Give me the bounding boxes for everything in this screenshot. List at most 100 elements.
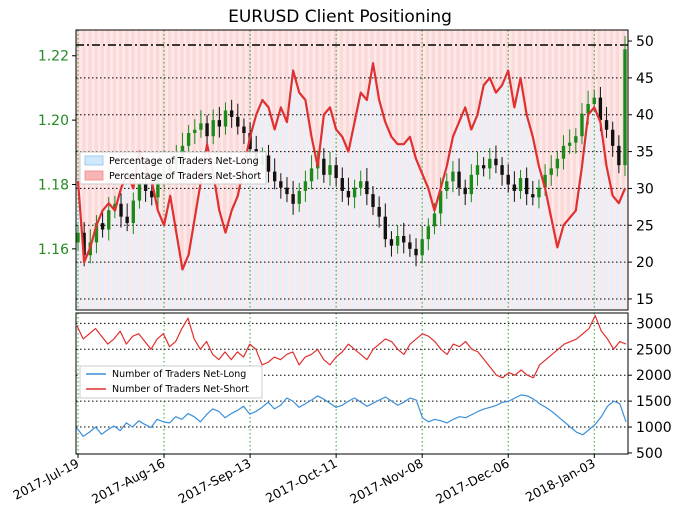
- candle-body: [445, 181, 449, 191]
- candle-body: [531, 194, 535, 198]
- count-tick-label: 1500: [636, 394, 672, 410]
- long-stripe: [615, 203, 620, 310]
- price-panel: 1.16 1.18 1.20 1.22 15 20 25 30 35 40 45 50 Percen…: [38, 29, 654, 311]
- short-stripe: [309, 30, 313, 137]
- long-stripe: [241, 166, 245, 310]
- short-stripe: [597, 30, 601, 123]
- legend-box: [79, 151, 267, 185]
- long-stripe: [523, 114, 528, 311]
- long-stripe: [174, 232, 178, 310]
- short-stripe: [352, 30, 356, 123]
- candle-body: [150, 190, 154, 198]
- candle-body: [494, 158, 498, 166]
- pct-tick-label: 30: [636, 181, 654, 197]
- count-legend-label-short: Number of Traders Net-Short: [112, 384, 249, 395]
- long-stripe: [266, 107, 270, 311]
- net-short-pct-line: [76, 62, 627, 271]
- long-stripe: [125, 173, 129, 310]
- short-stripe: [364, 30, 368, 100]
- price-panel-frame: [75, 29, 629, 311]
- candle-body: [604, 120, 609, 130]
- candle-body: [205, 123, 209, 137]
- short-stripe: [591, 30, 595, 108]
- candle-body: [359, 181, 363, 188]
- short-stripe: [112, 30, 117, 211]
- short-stripe: [572, 30, 577, 211]
- short-stripe: [493, 30, 497, 93]
- long-stripe: [309, 136, 313, 310]
- long-stripe: [560, 225, 564, 310]
- date-tick-label: 2017-Oct-11: [263, 455, 340, 505]
- long-stripe: [345, 151, 350, 310]
- long-stripe: [536, 166, 540, 310]
- short-stripe: [260, 30, 264, 100]
- long-stripe: [517, 77, 521, 310]
- short-stripe: [462, 30, 466, 108]
- long-stripe: [468, 129, 472, 310]
- long-stripe: [290, 70, 295, 310]
- long-stripe: [143, 166, 147, 310]
- short-stripe: [431, 30, 436, 211]
- candle-body: [592, 97, 596, 105]
- candle-body: [229, 110, 234, 117]
- short-stripe: [529, 30, 534, 137]
- short-stripe: [401, 30, 405, 145]
- long-stripe: [192, 217, 196, 310]
- long-stripe: [456, 122, 460, 310]
- long-stripe: [131, 188, 135, 310]
- candle-body: [156, 178, 160, 198]
- candle-body: [555, 158, 560, 169]
- candle-body: [475, 165, 480, 175]
- long-stripe: [82, 262, 86, 310]
- long-stripe: [585, 114, 589, 311]
- candle-body: [451, 171, 455, 182]
- long-stripe: [272, 129, 276, 310]
- count-tick-label: 2000: [636, 368, 672, 384]
- long-stripe: [364, 100, 368, 310]
- long-stripe: [217, 210, 221, 310]
- long-stripe: [223, 232, 227, 310]
- short-stripe: [125, 30, 129, 174]
- candle-body: [137, 184, 142, 201]
- short-stripe: [118, 30, 123, 189]
- candle-body: [395, 235, 400, 246]
- pct-tick-label: 15: [636, 292, 654, 308]
- long-stripe: [425, 188, 429, 310]
- candle-body: [125, 216, 129, 224]
- pct-tick-label: 20: [636, 255, 654, 271]
- long-stripe: [198, 181, 203, 310]
- short-stripe: [290, 30, 295, 71]
- long-stripe: [401, 144, 405, 310]
- long-stripe: [88, 247, 92, 310]
- short-stripe: [302, 30, 307, 100]
- short-stripe: [296, 30, 301, 93]
- long-stripe: [474, 114, 479, 311]
- short-stripe: [229, 30, 233, 211]
- short-stripe: [394, 30, 399, 145]
- candle-body: [512, 184, 517, 191]
- candle-body: [481, 165, 486, 169]
- chart-title: EURUSD Client Positioning: [228, 7, 452, 27]
- candle-body: [334, 165, 338, 179]
- short-stripe: [198, 30, 203, 182]
- short-stripe: [339, 30, 344, 137]
- date-tick-label: 2017-Aug-16: [89, 455, 167, 506]
- short-stripe: [486, 30, 491, 78]
- short-stripe: [413, 30, 417, 159]
- short-stripe: [585, 30, 589, 115]
- candle-body: [193, 129, 197, 133]
- price-tick-label: 1.22: [38, 49, 69, 65]
- long-stripe: [100, 210, 104, 310]
- long-stripe: [376, 100, 380, 310]
- short-stripe: [407, 30, 411, 137]
- short-stripe: [370, 30, 374, 64]
- price-axis-left: 1.16 1.18 1.20 1.22: [38, 49, 76, 258]
- candle-body: [389, 239, 394, 246]
- long-stripe: [333, 129, 337, 310]
- legend-label-net-short: Percentage of Traders Net-Short: [109, 171, 261, 182]
- short-stripe: [419, 30, 423, 174]
- long-stripe: [388, 136, 393, 310]
- short-stripe: [210, 30, 215, 174]
- long-stripe: [462, 107, 466, 311]
- short-stripe: [82, 30, 86, 263]
